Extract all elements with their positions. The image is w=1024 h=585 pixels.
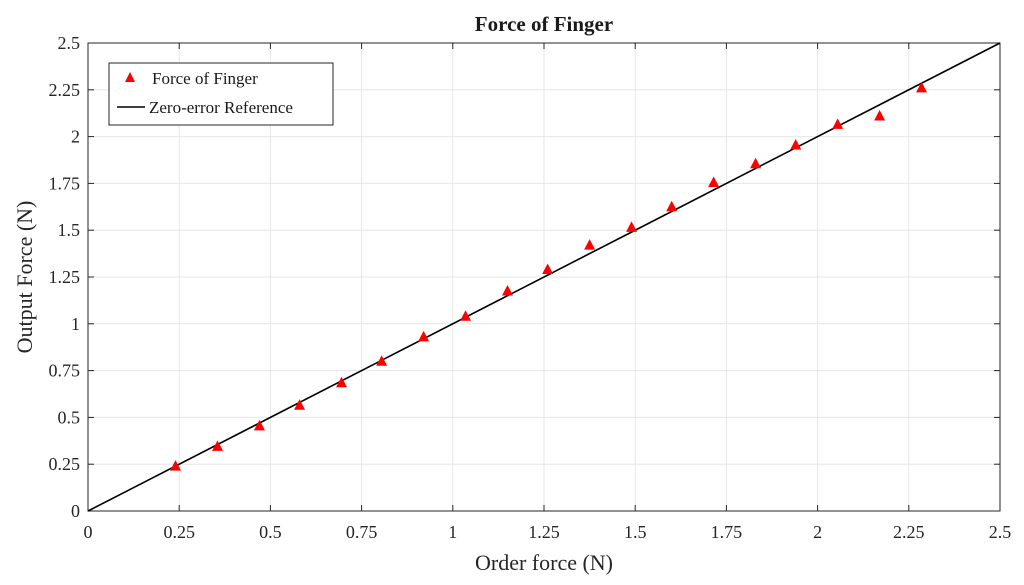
legend-marker-triangle [125,72,135,82]
data-point-triangle [212,440,224,451]
legend-entry-force-of-finger: Force of Finger [152,69,258,88]
data-point-triangle [376,355,388,366]
x-tick-label: 0.75 [346,522,378,542]
y-tick-label: 1.5 [58,220,81,240]
data-point-triangle [460,310,472,321]
data-point-triangle [418,330,430,342]
data-point-triangle [626,221,638,232]
x-tick-label: 2.5 [989,522,1012,542]
data-point-triangle [336,376,348,388]
chart-title: Force of Finger [475,12,613,36]
series-layer [87,42,1001,512]
ticks: 0 0.25 0.5 0.75 1 1.25 1.5 1.75 2 2.25 2.5 0 0.25 0.5… [49,33,1012,542]
data-point-triangle [874,110,886,121]
y-tick-label: 2.25 [49,80,81,100]
legend-entry-zero-error-reference: Zero-error Reference [149,98,293,117]
data-point-triangle [502,285,514,296]
data-point-triangle [790,139,802,150]
y-axis-label: Output Force (N) [12,201,37,354]
x-tick-label: 1.75 [711,522,743,542]
data-point-triangle [542,263,554,275]
x-tick-label: 1.25 [528,522,560,542]
x-tick-label: 0.5 [259,522,282,542]
data-point-triangle [832,118,844,129]
data-point-triangle [584,239,596,250]
data-point-triangle [916,81,928,93]
zero-error-reference-line [87,42,1001,512]
y-tick-label: 1.75 [49,173,81,193]
data-point-triangle [294,399,306,410]
y-tick-label: 0.75 [49,361,81,381]
x-tick-label: 1 [448,522,457,542]
x-tick-label: 0 [84,522,93,542]
y-tick-label: 2 [71,127,80,147]
data-point-triangle [708,176,720,187]
data-point-triangle [750,157,762,169]
y-tick-label: 2.5 [58,33,81,53]
y-tick-label: 1 [71,314,80,334]
x-tick-label: 1.5 [624,522,647,542]
x-tick-label: 2.25 [893,522,925,542]
y-tick-label: 1.25 [49,267,81,287]
y-tick-label: 0.25 [49,454,81,474]
y-tick-label: 0 [71,501,80,521]
data-point-triangle [170,460,182,471]
x-axis-label: Order force (N) [475,550,613,575]
x-tick-label: 0.25 [163,522,195,542]
data-point-triangle [253,419,265,431]
legend: Force of Finger Zero-error Reference [108,62,334,126]
data-point-triangle [666,200,678,212]
x-tick-label: 2 [813,522,822,542]
y-tick-label: 0.5 [58,407,81,427]
legend-box [108,62,334,126]
